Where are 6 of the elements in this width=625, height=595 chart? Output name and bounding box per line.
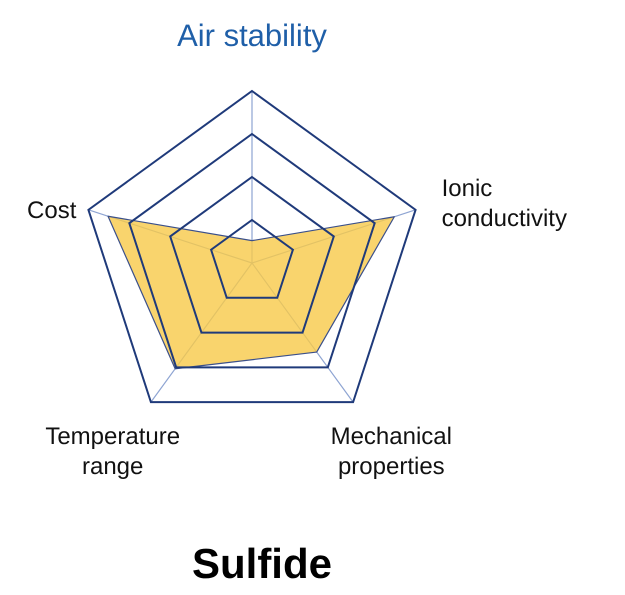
text: Sulfide — [192, 540, 332, 587]
spoke-label: Ionic conductivity — [442, 174, 567, 232]
spoke-label: Mechanical properties — [330, 423, 452, 480]
spoke-label: Temperature range — [45, 423, 180, 480]
spoke-label: Cost — [27, 196, 77, 224]
spoke-label: Air stability — [177, 18, 328, 53]
